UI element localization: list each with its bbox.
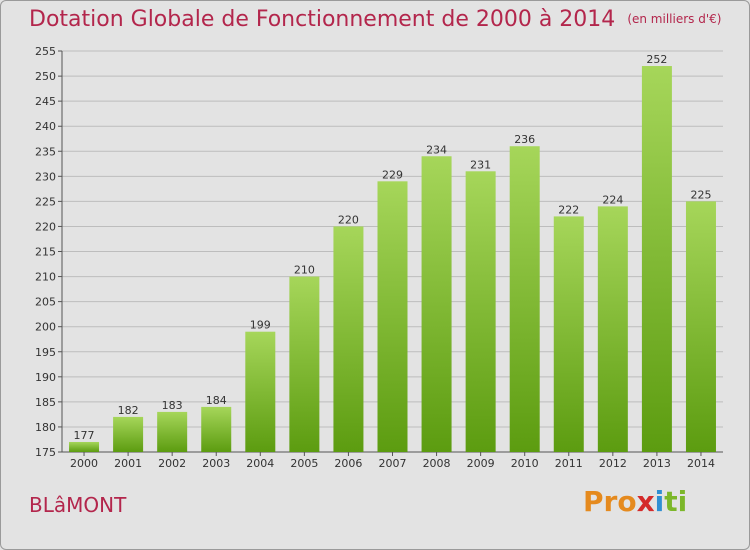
- y-tick-label: 200: [35, 321, 56, 334]
- x-tick-label: 2002: [158, 457, 186, 470]
- y-tick-label: 240: [35, 120, 56, 133]
- logo-part-1: Pro: [583, 485, 637, 518]
- bar-value-label: 225: [690, 188, 711, 201]
- x-tick-label: 2008: [423, 457, 451, 470]
- bar: [685, 201, 716, 452]
- logo-part-4: ti: [664, 485, 688, 518]
- chart-title-text: Dotation Globale de Fonctionnement de 20…: [29, 7, 616, 32]
- bar-value-label: 252: [646, 53, 667, 66]
- x-tick-label: 2001: [114, 457, 142, 470]
- y-tick-label: 185: [35, 396, 56, 409]
- bar-value-label: 177: [74, 429, 95, 442]
- bar-value-label: 236: [514, 133, 535, 146]
- x-tick-label: 2009: [467, 457, 495, 470]
- bar: [377, 181, 408, 452]
- bar: [113, 416, 144, 452]
- chart-subtitle: (en milliers d'€): [627, 12, 722, 26]
- y-tick-label: 195: [35, 346, 56, 359]
- x-tick-label: 2013: [643, 457, 671, 470]
- bar: [421, 156, 452, 452]
- bar: [509, 146, 540, 453]
- x-tick-label: 2014: [687, 457, 715, 470]
- bar: [597, 206, 628, 452]
- proxiti-logo[interactable]: Proxiti: [583, 485, 687, 518]
- y-tick-label: 210: [35, 271, 56, 284]
- y-tick-label: 235: [35, 145, 56, 158]
- y-tick-label: 215: [35, 246, 56, 259]
- bar: [289, 276, 320, 452]
- bar: [157, 411, 188, 452]
- y-tick-label: 245: [35, 95, 56, 108]
- logo-part-3: i: [654, 485, 665, 518]
- x-tick-label: 2004: [246, 457, 274, 470]
- x-tick-label: 2012: [599, 457, 627, 470]
- bar-value-label: 182: [118, 404, 139, 417]
- bar: [465, 171, 496, 453]
- y-tick-label: 175: [35, 446, 56, 459]
- y-tick-label: 205: [35, 296, 56, 309]
- y-tick-label: 190: [35, 371, 56, 384]
- x-tick-label: 2007: [379, 457, 407, 470]
- data-labels: 177 182 183 184 199 210 220 229 234 231 236 222 224 2…: [74, 53, 712, 442]
- bar-value-label: 210: [294, 264, 315, 277]
- bar: [641, 66, 672, 452]
- y-tick-label: 180: [35, 421, 56, 434]
- bar: [245, 331, 276, 452]
- y-tick-label: 230: [35, 170, 56, 183]
- bars: [69, 66, 716, 453]
- bar-value-label: 231: [470, 158, 491, 171]
- y-tick-label: 220: [35, 220, 56, 233]
- bar-value-label: 183: [162, 399, 183, 412]
- bar-value-label: 220: [338, 213, 359, 226]
- x-tick-label: 2000: [70, 457, 98, 470]
- y-tick-label: 255: [35, 45, 56, 58]
- x-tick-label: 2003: [202, 457, 230, 470]
- tick-labels: 175 180 185 190 195 200 205 210 215 220 225 230 235 2…: [35, 45, 715, 470]
- bar: [69, 441, 100, 452]
- bar-value-label: 199: [250, 319, 271, 332]
- chart-title: Dotation Globale de Fonctionnement de 20…: [29, 7, 721, 32]
- bar-value-label: 224: [602, 193, 623, 206]
- bar-value-label: 229: [382, 168, 403, 181]
- y-tick-label: 250: [35, 70, 56, 83]
- bar: [553, 216, 584, 452]
- bar-value-label: 234: [426, 143, 447, 156]
- bar: [333, 226, 364, 452]
- y-tick-label: 225: [35, 195, 56, 208]
- bar-value-label: 222: [558, 203, 579, 216]
- bar: [201, 406, 232, 452]
- x-tick-label: 2006: [334, 457, 362, 470]
- bar-value-label: 184: [206, 394, 227, 407]
- x-tick-label: 2005: [290, 457, 318, 470]
- x-tick-label: 2011: [555, 457, 583, 470]
- commune-name: BLâMONT: [29, 493, 127, 517]
- logo-part-2: x: [636, 485, 655, 518]
- x-tick-label: 2010: [511, 457, 539, 470]
